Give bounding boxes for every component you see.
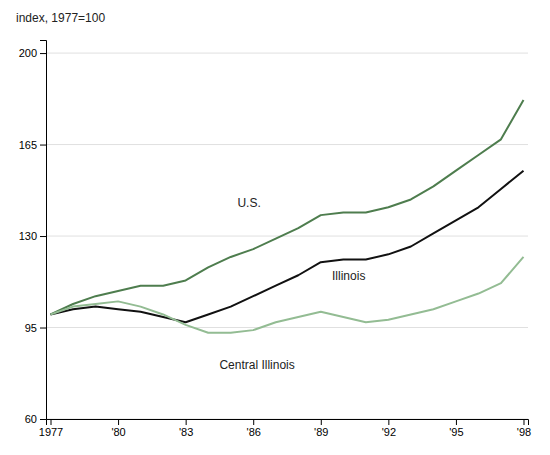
grid (46, 53, 528, 419)
y-axis-line (40, 41, 47, 420)
x-tick-label: '89 (314, 426, 328, 438)
y-tick-mark (40, 236, 46, 237)
x-axis-line (47, 420, 529, 426)
x-tick-label: '80 (111, 426, 125, 438)
x-tick: '83 (179, 419, 193, 438)
series-line (51, 257, 524, 333)
lines (51, 100, 524, 333)
annotation: U.S. (237, 196, 260, 210)
y-tick-label: 60 (25, 413, 37, 425)
title: index, 1977=100 (16, 11, 105, 25)
x-tick: '92 (382, 419, 396, 438)
y-tick: 165 (19, 139, 46, 151)
x-tick-label: 1977 (39, 426, 63, 438)
x-tick-mark (118, 419, 119, 425)
x-tick: '89 (314, 419, 328, 438)
x-tick-mark (51, 419, 52, 425)
chart: 1977 '80 '83 '86 '89 '92 '95 '98 60 95 130 165 200 U.… (0, 0, 550, 455)
x-axis: 1977 '80 '83 '86 '89 '92 '95 '98 (39, 419, 531, 438)
x-tick: '86 (247, 419, 261, 438)
y-tick-label: 130 (19, 230, 37, 242)
y-tick-label: 200 (19, 47, 37, 59)
x-tick-mark (321, 419, 322, 425)
y-tick-mark (40, 419, 46, 420)
series-line (51, 171, 524, 323)
x-tick: '98 (517, 419, 531, 438)
y-tick-mark (40, 328, 46, 329)
annotations: U.S. Illinois Central Illinois (219, 196, 365, 372)
y-tick-mark (40, 145, 46, 146)
x-tick-mark (186, 419, 187, 425)
grid-line (46, 144, 528, 145)
x-tick-mark (523, 419, 524, 425)
y-tick: 200 (19, 47, 46, 59)
x-tick-label: '86 (247, 426, 261, 438)
x-tick-label: '83 (179, 426, 193, 438)
y-tick-label: 165 (19, 139, 37, 151)
x-tick-mark (456, 419, 457, 425)
x-tick-mark (253, 419, 254, 425)
x-tick-label: '95 (449, 426, 463, 438)
x-tick-label: '98 (517, 426, 531, 438)
grid-line (46, 236, 528, 237)
grid-line (46, 53, 528, 54)
annotation: Illinois (332, 269, 365, 283)
x-tick: '80 (111, 419, 125, 438)
x-tick: '95 (449, 419, 463, 438)
y-axis: 60 95 130 165 200 (19, 41, 47, 426)
y-tick: 60 (25, 413, 46, 425)
plot: 1977 '80 '83 '86 '89 '92 '95 '98 60 95 130 165 200 U.… (19, 41, 532, 438)
x-tick-mark (388, 419, 389, 425)
series-line (51, 100, 524, 314)
y-tick: 95 (25, 322, 46, 334)
x-tick: 1977 (39, 419, 63, 438)
grid-line (46, 327, 528, 328)
y-tick-mark (40, 53, 46, 54)
annotation: Central Illinois (219, 358, 294, 372)
y-tick-label: 95 (25, 322, 37, 334)
x-tick-label: '92 (382, 426, 396, 438)
y-tick: 130 (19, 230, 46, 242)
